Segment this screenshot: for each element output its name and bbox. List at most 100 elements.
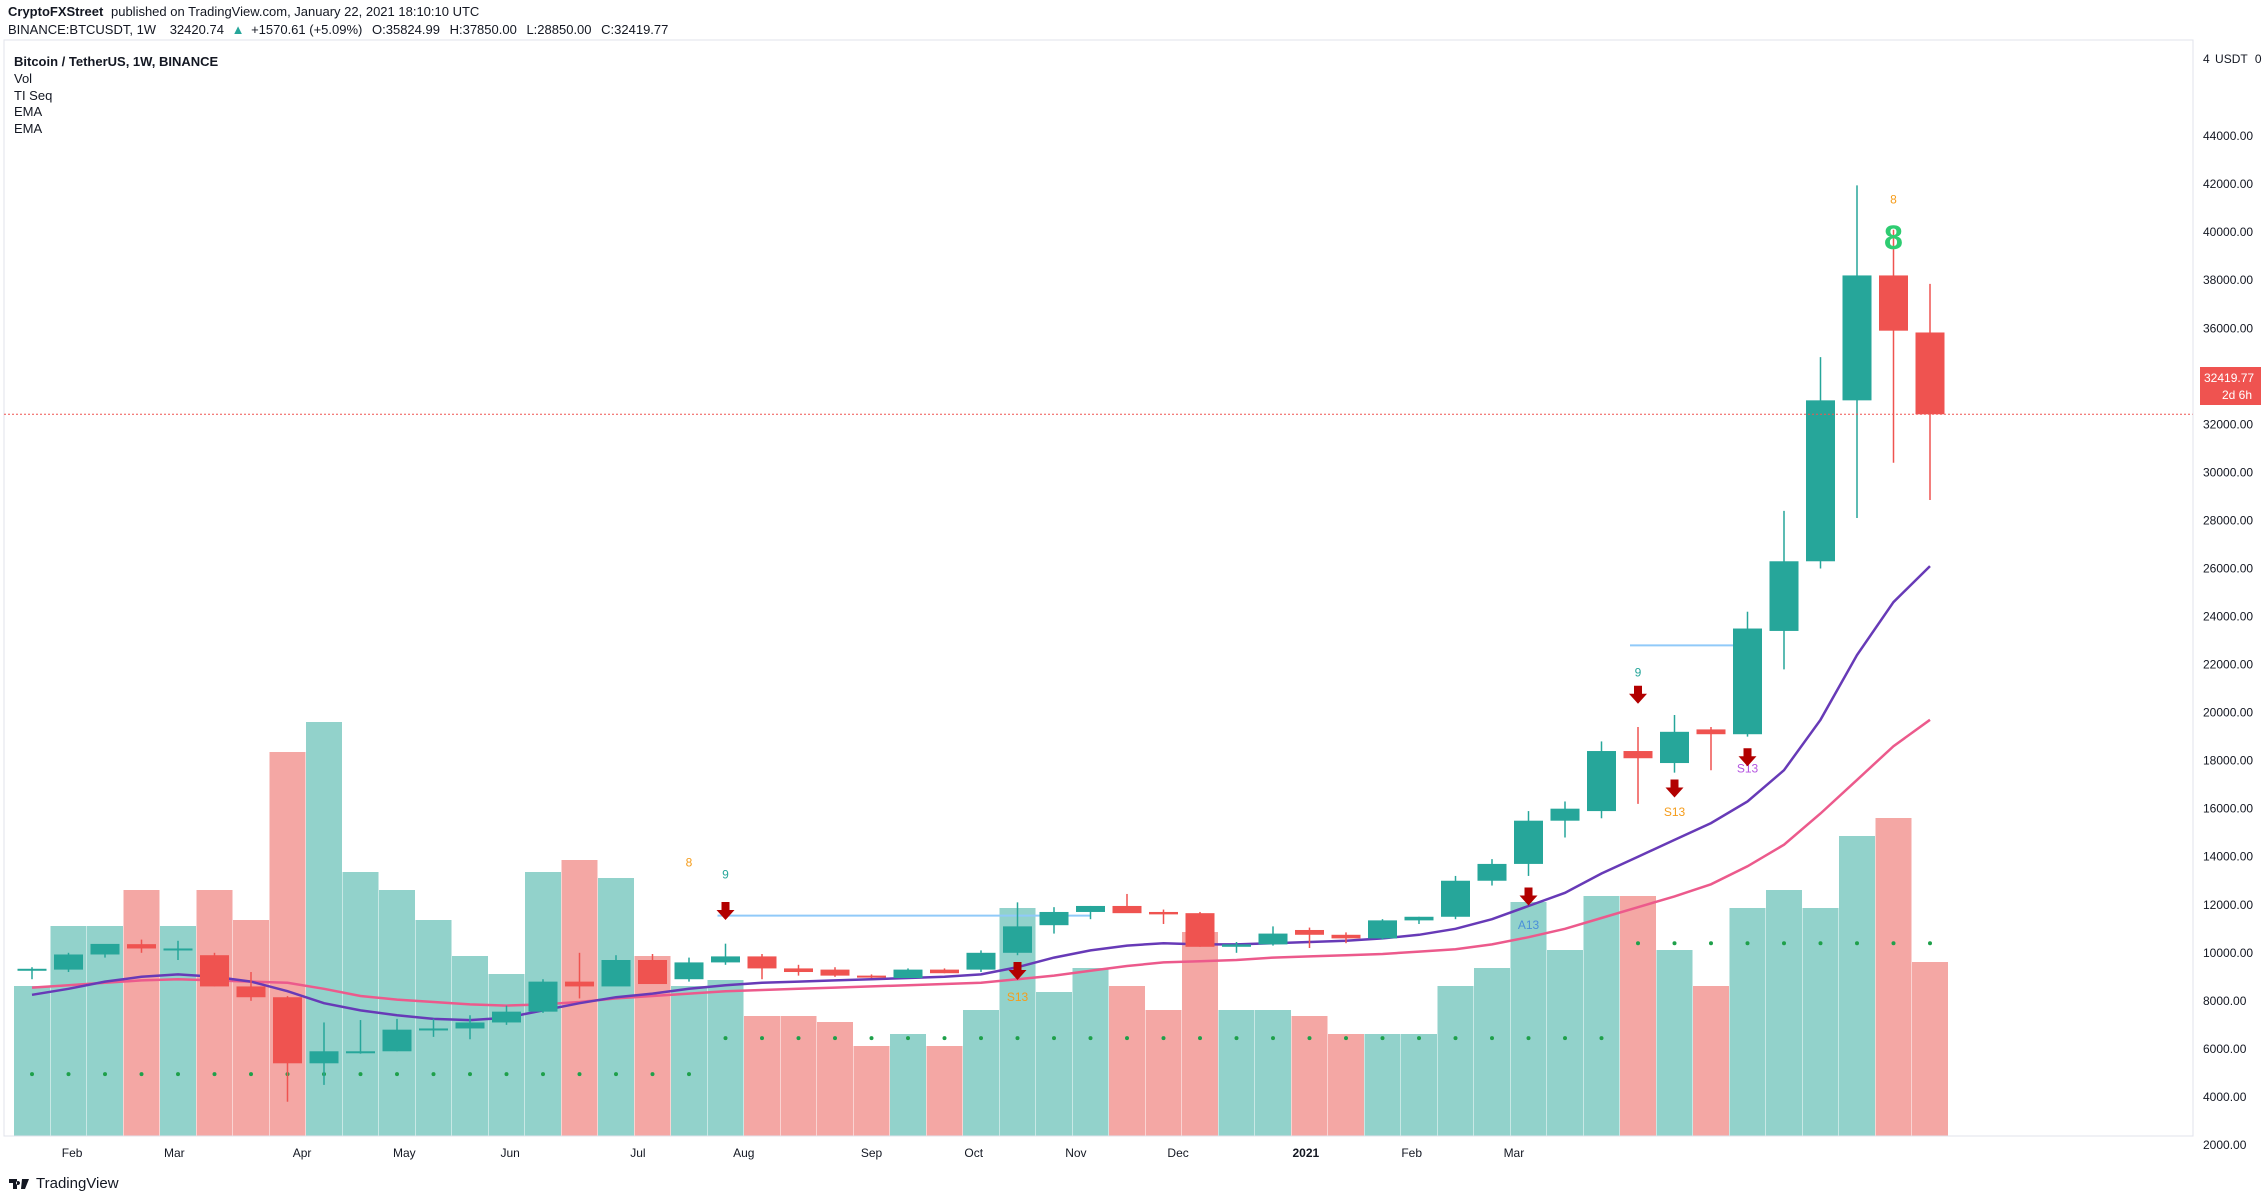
price-axis-label: 8000.00 [2203, 994, 2247, 1008]
price-tag-value: 32419.77 [2204, 371, 2254, 385]
seq-label: S13 [1007, 990, 1029, 1004]
seq-dot [1636, 941, 1640, 946]
seq-dot [1344, 1036, 1348, 1041]
low-value: 28850.00 [537, 22, 591, 37]
time-axis-label: Mar [1504, 1146, 1525, 1160]
candle [711, 943, 740, 965]
seq-dot [139, 1072, 144, 1077]
candle [1806, 357, 1835, 569]
price-axis-label: 42000.00 [2203, 177, 2253, 191]
ema-lines [31, 565, 1931, 1022]
candle-body [382, 1029, 412, 1052]
candle-body [930, 969, 959, 974]
volume-bar [1766, 890, 1802, 1136]
volume-bar [452, 956, 488, 1136]
time-axis-label: 2021 [1292, 1146, 1319, 1160]
resistance-levels [717, 644, 1748, 917]
volume-bar [671, 986, 707, 1136]
candle [857, 974, 886, 979]
candle [309, 1022, 339, 1085]
seq-dot [103, 1072, 107, 1077]
candle-body [1258, 933, 1288, 945]
price-axis-label: 24000.00 [2203, 610, 2253, 624]
volume-bar [926, 1046, 963, 1136]
open-value: 35824.99 [386, 22, 440, 37]
volume-bar [890, 1034, 926, 1136]
candle-body [200, 955, 229, 987]
seq-dot [650, 1072, 655, 1077]
seq-dot [1782, 941, 1786, 946]
legend-item-ema-2: EMA [14, 121, 43, 136]
candle [200, 952, 229, 987]
time-axis-label: Jul [630, 1146, 645, 1160]
change-value: +1570.61 (+5.09%) [251, 22, 362, 37]
price-axis-label: 26000.00 [2203, 561, 2253, 575]
tradingview-footer[interactable]: TradingView [8, 1170, 119, 1196]
candle-body [273, 997, 302, 1064]
seq-dot [66, 1072, 71, 1077]
price-axis[interactable]: 44000.0042000.0040000.0038000.0036000.00… [2192, 40, 2262, 1152]
price-axis-label: 20000.00 [2203, 706, 2253, 720]
candle-body [784, 968, 813, 973]
candle [638, 954, 667, 985]
volume-bar [1583, 896, 1620, 1136]
seq-dot [906, 1036, 910, 1041]
seq-dot [1380, 1036, 1385, 1041]
candle [1733, 611, 1762, 737]
candle [90, 943, 120, 958]
volume-bar [634, 956, 671, 1136]
volume-bar [1291, 1016, 1328, 1136]
price-axis-label: 14000.00 [2203, 850, 2253, 864]
candle [163, 940, 193, 961]
time-axis[interactable]: Feb Mar Apr May Jun Jul Aug Sep Oct Nov Dec 2021 Feb… [4, 1135, 2193, 1160]
price-axis-label: 40000.00 [2203, 225, 2253, 239]
candle [1514, 811, 1543, 876]
open-label: O: [372, 22, 386, 37]
seq-dot [1307, 1036, 1312, 1041]
seq-dot [395, 1072, 399, 1077]
candle [565, 952, 594, 999]
candle [1149, 909, 1178, 924]
seq-dot [796, 1036, 801, 1041]
high-label: H: [450, 22, 463, 37]
candle-body [1477, 863, 1507, 881]
volume-bar [1839, 836, 1875, 1136]
last-price: 32420.74 [170, 22, 224, 37]
sell-arrow-icon [1738, 748, 1757, 767]
seq-dot [504, 1072, 509, 1077]
candle [1915, 283, 1945, 501]
symbol-label: BINANCE:BTCUSDT, 1W [8, 22, 157, 37]
candle [17, 967, 47, 980]
seq-dot [431, 1072, 436, 1077]
price-axis-label: 44000.00 [2203, 129, 2253, 143]
svg-text:BINANCE:BTCUSDT, 1W 3242: BINANCE:BTCUSDT, 1W 32420.74 ▲ +1570.61 … [8, 22, 668, 37]
seq-dot [1745, 941, 1750, 946]
volume-bar [1401, 1034, 1437, 1136]
candle [1039, 907, 1069, 934]
volume-bar [853, 1046, 890, 1136]
volume-bar [233, 920, 269, 1136]
candle-body [1331, 934, 1361, 939]
indicator-legend[interactable]: Bitcoin / TetherUS, 1W, BINANCE Vol TI S… [14, 54, 218, 136]
price-axis-label: 32000.00 [2203, 417, 2253, 431]
seq-label: A13 [1518, 918, 1540, 932]
candle-body [638, 960, 667, 985]
candle [54, 952, 83, 973]
time-axis-label: Sep [861, 1146, 883, 1160]
seq-dot [1125, 1036, 1129, 1041]
candle-body [1222, 944, 1251, 947]
seq-label: S13 [1737, 762, 1759, 776]
candle [601, 955, 631, 987]
seq-dot [760, 1036, 764, 1041]
candle [1003, 902, 1032, 956]
seq-dot [942, 1036, 947, 1041]
author-name: CryptoFXStreet [8, 4, 104, 19]
candle-body [1696, 729, 1726, 735]
seq-dot [1015, 1036, 1020, 1041]
time-axis-label: May [393, 1146, 416, 1160]
candle-body [1039, 911, 1069, 926]
price-axis-label: 12000.00 [2203, 898, 2253, 912]
candle-body [1806, 400, 1835, 562]
volume-bar [160, 926, 196, 1136]
